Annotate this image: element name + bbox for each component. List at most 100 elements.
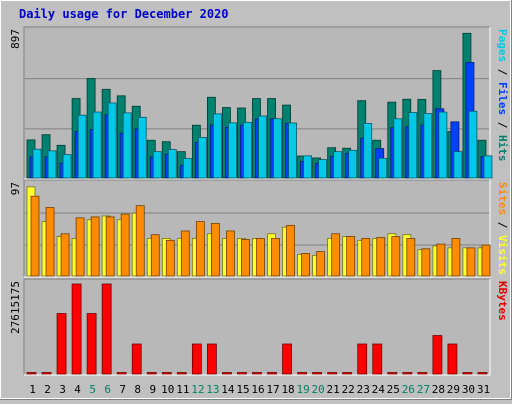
bar-sites-14	[226, 230, 235, 277]
bar-sites-16	[256, 238, 265, 277]
legend-part-top-1: /	[496, 62, 509, 82]
bar-pages-10	[167, 149, 177, 179]
bar-kbytes-1	[26, 372, 37, 375]
bar-pages-20	[318, 159, 328, 179]
x-tick-label-18: 18	[281, 383, 294, 396]
bar-sites-11	[180, 230, 190, 277]
x-tick-label-26: 26	[402, 383, 415, 396]
bar-kbytes-26	[402, 372, 413, 375]
bar-sites-19	[301, 253, 310, 277]
bar-sites-7	[120, 213, 130, 277]
x-tick-label-24: 24	[372, 383, 386, 396]
x-tick-label-12: 12	[191, 383, 204, 396]
bar-kbytes-11	[176, 372, 187, 375]
bar-kbytes-10	[161, 372, 172, 375]
bar-kbytes-3	[56, 313, 67, 375]
x-tick-label-29: 29	[447, 383, 460, 396]
legend-label-middle: Sites / Visits	[496, 182, 509, 275]
bar-sites-15	[241, 239, 250, 277]
bar-pages-29	[453, 151, 463, 179]
bar-kbytes-15	[237, 372, 247, 375]
bar-kbytes-8	[131, 343, 142, 375]
y-max-label-top: 897	[9, 29, 22, 49]
x-tick-label-17: 17	[266, 383, 279, 396]
panel-bottom	[24, 279, 490, 375]
bar-pages-16	[258, 115, 267, 179]
x-tick-label-19: 19	[296, 383, 309, 396]
bar-sites-25	[391, 236, 401, 277]
bar-pages-22	[348, 149, 358, 179]
bar-kbytes-4	[71, 283, 82, 375]
bar-kbytes-18	[282, 343, 292, 375]
bar-pages-4	[77, 114, 87, 179]
bar-pages-3	[62, 154, 72, 179]
x-tick-label-25: 25	[387, 383, 400, 396]
bar-pages-11	[182, 158, 192, 179]
legend-part-top-2: Files	[496, 82, 509, 115]
x-tick-label-6: 6	[104, 383, 111, 396]
legend-label-top: Pages / Files / Hits	[496, 29, 509, 162]
x-tick-label-16: 16	[251, 383, 264, 396]
x-tick-label-5: 5	[89, 383, 96, 396]
bar-kbytes-5	[86, 313, 97, 375]
bar-kbytes-16	[252, 372, 262, 375]
bar-sites-1	[30, 195, 40, 277]
bar-pages-24	[378, 157, 388, 179]
legend-part-middle-2: Visits	[496, 235, 509, 275]
bar-kbytes-20	[312, 372, 323, 375]
bar-pages-15	[243, 121, 252, 179]
legend-part-bottom-0: KBytes	[496, 281, 509, 321]
bar-sites-10	[165, 239, 175, 277]
bar-kbytes-19	[297, 372, 307, 375]
x-tick-label-27: 27	[417, 383, 430, 396]
bar-pages-23	[363, 123, 373, 179]
legend-part-top-4: Hits	[496, 135, 509, 162]
x-tick-label-11: 11	[176, 383, 189, 396]
x-tick-label-14: 14	[221, 383, 235, 396]
bar-pages-19	[303, 155, 312, 179]
bar-sites-20	[316, 251, 326, 277]
bar-pages-28	[438, 111, 448, 179]
legend-part-top-3: /	[496, 115, 509, 135]
bar-sites-24	[376, 237, 386, 277]
bar-pages-13	[212, 113, 222, 179]
bar-sites-31	[481, 244, 491, 277]
bar-sites-8	[135, 205, 145, 277]
bar-sites-23	[361, 238, 371, 277]
x-tick-label-23: 23	[357, 383, 370, 396]
legend-part-top-0: Pages	[496, 29, 509, 62]
bar-pages-14	[228, 122, 237, 179]
bar-pages-8	[137, 116, 147, 179]
bar-kbytes-28	[432, 335, 443, 375]
bar-pages-18	[288, 122, 297, 179]
bar-pages-7	[122, 112, 132, 179]
bar-kbytes-17	[267, 372, 277, 375]
bar-kbytes-2	[41, 372, 52, 375]
x-tick-label-30: 30	[462, 383, 475, 396]
x-tick-label-7: 7	[119, 383, 126, 396]
bar-pages-5	[92, 111, 102, 179]
x-tick-label-28: 28	[432, 383, 445, 396]
bar-kbytes-27	[417, 372, 428, 375]
bar-kbytes-6	[101, 283, 112, 375]
bar-kbytes-25	[387, 372, 398, 375]
x-tick-label-8: 8	[134, 383, 141, 396]
bar-pages-21	[333, 151, 343, 179]
bar-sites-22	[346, 236, 356, 277]
bar-pages-30	[468, 110, 478, 179]
bar-pages-17	[273, 118, 282, 179]
bar-sites-3	[60, 233, 70, 277]
bar-sites-13	[210, 223, 220, 277]
bar-kbytes-7	[116, 372, 127, 375]
legend-part-middle-1: /	[496, 215, 509, 235]
bar-pages-6	[107, 102, 117, 179]
x-tick-label-13: 13	[206, 383, 219, 396]
bar-sites-26	[406, 238, 416, 277]
bar-pages-25	[393, 118, 403, 179]
x-tick-label-10: 10	[161, 383, 174, 396]
bar-kbytes-29	[447, 343, 458, 375]
x-tick-label-4: 4	[74, 383, 81, 396]
bar-pages-12	[197, 137, 207, 179]
bar-pages-26	[408, 112, 418, 179]
